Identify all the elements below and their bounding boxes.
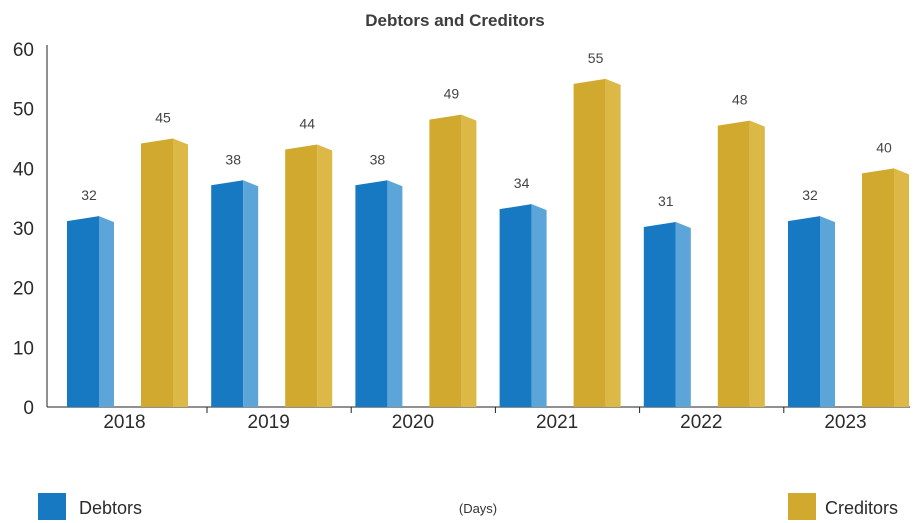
x-tick-label: 2023 — [824, 412, 866, 433]
y-tick-label: 20 — [13, 279, 34, 300]
bar-creditors-front — [862, 168, 894, 407]
bar-debtors-side — [99, 216, 114, 407]
bar-creditors-front — [285, 144, 318, 407]
y-axis: 0 10 20 30 40 50 60 — [13, 40, 48, 419]
bar-debtors-side — [820, 216, 835, 407]
data-label-debtors: 32 — [81, 187, 97, 203]
data-label-creditors: 40 — [876, 139, 892, 155]
bar-creditors-side — [749, 120, 765, 407]
bar-creditors-side — [894, 168, 909, 407]
bar-debtors-side — [531, 204, 547, 407]
bars — [67, 78, 909, 407]
bar-creditors-side — [317, 144, 333, 407]
data-label-debtors: 34 — [514, 175, 530, 191]
chart-title: Debtors and Creditors — [365, 11, 544, 30]
data-label-debtors: 38 — [370, 151, 386, 167]
y-tick-label: 40 — [13, 159, 34, 180]
bar-debtors-front — [643, 222, 676, 407]
bar-debtors-front — [788, 216, 820, 407]
y-tick-label: 60 — [13, 40, 34, 61]
data-label-debtors: 31 — [658, 193, 674, 209]
bar-creditors-side — [461, 114, 477, 407]
data-label-debtors: 32 — [802, 187, 818, 203]
unit-label: (Days) — [459, 501, 497, 516]
bar-debtors-front — [211, 180, 244, 407]
bar-debtors-front — [67, 216, 99, 407]
data-label-creditors: 55 — [588, 50, 604, 66]
legend-label-creditors: Creditors — [825, 498, 898, 518]
bar-creditors-front — [141, 138, 173, 407]
bar-creditors-side — [173, 138, 188, 407]
x-tick-label: 2020 — [392, 412, 434, 433]
data-labels: 32 45 38 44 38 49 34 55 31 48 32 40 — [81, 50, 892, 209]
x-tick-label: 2018 — [103, 412, 145, 433]
legend-debtors: Debtors — [38, 493, 142, 520]
y-tick-label: 50 — [13, 100, 34, 121]
x-axis: 2018 2019 2020 2021 2022 2023 — [47, 406, 910, 433]
bar-debtors-front — [499, 204, 532, 407]
x-tick-label: 2022 — [680, 412, 722, 433]
legend-creditors: Creditors — [788, 493, 898, 520]
bar-debtors-side — [387, 180, 403, 407]
bar-creditors-side — [605, 78, 621, 407]
data-label-debtors: 38 — [225, 151, 241, 167]
data-label-creditors: 44 — [299, 115, 315, 131]
y-tick-label: 0 — [23, 398, 34, 419]
bar-debtors-front — [355, 180, 388, 407]
bar-creditors-front — [573, 78, 606, 407]
bar-debtors-side — [675, 222, 691, 407]
legend-label-debtors: Debtors — [79, 498, 142, 518]
legend-swatch-creditors — [788, 493, 816, 520]
bar-debtors-side — [243, 180, 259, 407]
x-tick-label: 2021 — [536, 412, 578, 433]
data-label-creditors: 49 — [444, 86, 460, 102]
x-tick-label: 2019 — [248, 412, 290, 433]
y-tick-label: 30 — [13, 219, 34, 240]
bar-creditors-front — [429, 114, 462, 407]
data-label-creditors: 45 — [155, 110, 171, 126]
legend-swatch-debtors — [38, 493, 66, 520]
data-label-creditors: 48 — [732, 92, 748, 108]
y-tick-label: 10 — [13, 338, 34, 359]
bar-creditors-front — [717, 120, 750, 407]
